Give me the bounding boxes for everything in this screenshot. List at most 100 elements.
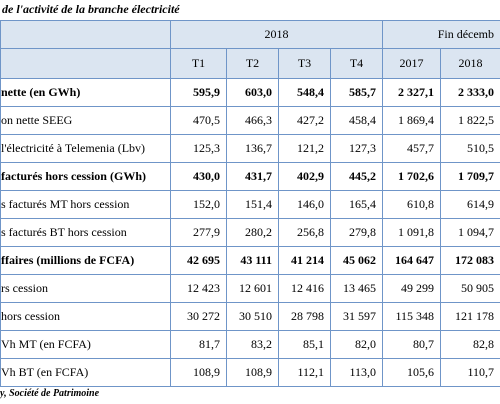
cell-value: 31 597: [330, 302, 383, 331]
row-label: nette (en GWh): [0, 78, 171, 107]
column-header: T1: [170, 48, 227, 79]
cell-value: 1 822,5: [439, 106, 500, 135]
cell-value: 45 062: [330, 246, 383, 275]
row-label: rs cession: [0, 274, 171, 303]
cell-value: 12 423: [170, 274, 227, 303]
cell-value: 1 702,6: [382, 162, 441, 191]
cell-value: 458,4: [330, 106, 383, 135]
cell-value: 1 709,7: [439, 162, 500, 191]
cell-value: 12 416: [278, 274, 331, 303]
cell-value: 136,7: [226, 134, 279, 163]
cell-value: 466,3: [226, 106, 279, 135]
cell-value: 50 905: [439, 274, 500, 303]
cell-value: 165,4: [330, 190, 383, 219]
table-row: hors cession 30 272 30 510 28 798 31 597 115 …: [0, 302, 500, 331]
cell-value: 256,8: [278, 218, 331, 247]
cell-value: 2 333,0: [439, 78, 500, 107]
row-label: l'électricité à Telemenia (Lbv): [0, 134, 171, 163]
cell-value: 172 083: [439, 246, 500, 275]
cell-value: 280,2: [226, 218, 279, 247]
cell-value: 2 327,1: [382, 78, 441, 107]
column-header: T2: [226, 48, 279, 79]
cell-value: 85,1: [278, 330, 331, 359]
row-label: on nette SEEG: [0, 106, 171, 135]
row-label: Vh MT (en FCFA): [0, 330, 171, 359]
cell-value: 146,0: [278, 190, 331, 219]
cell-value: 610,8: [382, 190, 441, 219]
cell-value: 402,9: [278, 162, 331, 191]
table-header: 2018 Fin décemb T1 T2 T3 T4 2017 2018: [0, 20, 500, 79]
table-row: facturés hors cession (GWh) 430,0 431,7 402…: [0, 162, 500, 191]
cell-value: 105,6: [382, 358, 441, 387]
cell-value: 108,9: [170, 358, 227, 387]
cell-value: 113,0: [330, 358, 383, 387]
cell-value: 108,9: [226, 358, 279, 387]
table-row: ffaires (millions de FCFA) 42 695 43 111 41…: [0, 246, 500, 275]
table-row: nette (en GWh) 595,9 603,0 548,4 585,7 2 327,…: [0, 78, 500, 107]
cell-value: 1 091,8: [382, 218, 441, 247]
cell-value: 43 111: [226, 246, 279, 275]
table-title: de l'activité de la branche électricité: [2, 2, 180, 16]
cell-value: 115 348: [382, 302, 441, 331]
table-row: Vh MT (en FCFA) 81,7 83,2 85,1 82,0 80,7 82,8: [0, 330, 500, 359]
source-note: y, Société de Patrimoine: [0, 388, 100, 399]
cell-value: 12 601: [226, 274, 279, 303]
row-label: Vh BT (en FCFA): [0, 358, 171, 387]
cell-value: 13 465: [330, 274, 383, 303]
cell-value: 112,1: [278, 358, 331, 387]
cell-value: 121 178: [439, 302, 500, 331]
table-row: s facturés MT hors cession 152,0 151,4 146,…: [0, 190, 500, 219]
cell-value: 470,5: [170, 106, 227, 135]
cell-value: 279,8: [330, 218, 383, 247]
row-label: s facturés MT hors cession: [0, 190, 171, 219]
cell-value: 30 510: [226, 302, 279, 331]
cell-value: 28 798: [278, 302, 331, 331]
cell-value: 152,0: [170, 190, 227, 219]
cell-value: 81,7: [170, 330, 227, 359]
cell-value: 457,7: [382, 134, 441, 163]
row-label: hors cession: [0, 302, 171, 331]
row-label: ffaires (millions de FCFA): [0, 246, 171, 275]
cell-value: 1 869,4: [382, 106, 441, 135]
cell-value: 49 299: [382, 274, 441, 303]
cell-value: 603,0: [226, 78, 279, 107]
cell-value: 614,9: [439, 190, 500, 219]
cell-value: 431,7: [226, 162, 279, 191]
corner-cell: [0, 48, 171, 79]
cell-value: 427,2: [278, 106, 331, 135]
row-label: facturés hors cession (GWh): [0, 162, 171, 191]
cell-value: 277,9: [170, 218, 227, 247]
cell-value: 595,9: [170, 78, 227, 107]
table-row: s facturés BT hors cession 277,9 280,2 256,…: [0, 218, 500, 247]
cell-value: 83,2: [226, 330, 279, 359]
cell-value: 110,7: [439, 358, 500, 387]
cell-value: 548,4: [278, 78, 331, 107]
cell-value: 82,8: [439, 330, 500, 359]
column-header: T3: [278, 48, 331, 79]
corner-cell: [0, 20, 171, 49]
cell-value: 82,0: [330, 330, 383, 359]
group-header: Fin décemb: [381, 20, 500, 49]
column-row: T1 T2 T3 T4 2017 2018: [0, 48, 500, 79]
cell-value: 41 214: [278, 246, 331, 275]
group-header: 2018: [170, 20, 383, 49]
cell-value: 80,7: [382, 330, 441, 359]
table-row: Vh BT (en FCFA) 108,9 108,9 112,1 113,0 105,6…: [0, 358, 500, 387]
group-row: 2018 Fin décemb: [0, 20, 500, 49]
cell-value: 585,7: [330, 78, 383, 107]
row-label: s facturés BT hors cession: [0, 218, 171, 247]
table-row: l'électricité à Telemenia (Lbv) 125,3 136,…: [0, 134, 500, 163]
column-header: 2018: [439, 48, 500, 79]
cell-value: 151,4: [226, 190, 279, 219]
cell-value: 445,2: [330, 162, 383, 191]
cell-value: 30 272: [170, 302, 227, 331]
cell-value: 164 647: [382, 246, 441, 275]
cell-value: 127,3: [330, 134, 383, 163]
column-header: 2017: [382, 48, 441, 79]
cell-value: 42 695: [170, 246, 227, 275]
table-row: on nette SEEG 470,5 466,3 427,2 458,4 1 869,4…: [0, 106, 500, 135]
cell-value: 125,3: [170, 134, 227, 163]
cell-value: 430,0: [170, 162, 227, 191]
column-header: T4: [330, 48, 383, 79]
